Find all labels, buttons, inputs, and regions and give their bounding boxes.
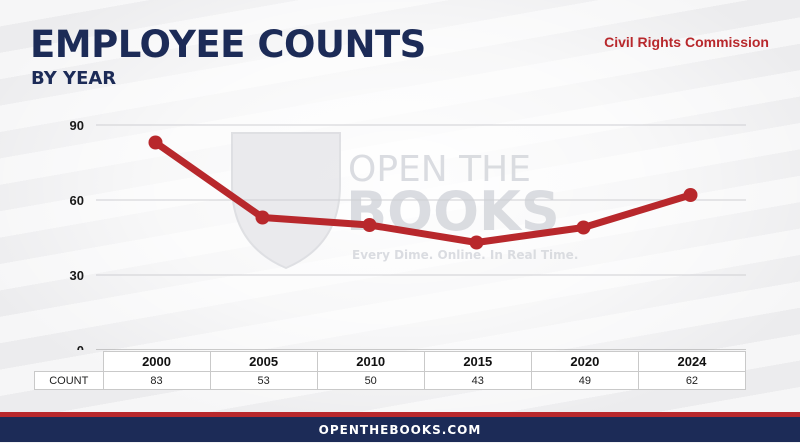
year-cell: 2024 [637, 351, 747, 372]
year-cell: 2015 [423, 351, 532, 372]
page-subtitle: BY YEAR [31, 68, 117, 89]
year-cell: 2005 [209, 351, 318, 372]
series [148, 135, 698, 250]
data-point [469, 235, 484, 250]
series-line [152, 139, 694, 246]
year-cell: 2020 [530, 351, 639, 372]
table-year-row: 2000 2005 2010 2015 2020 2024 [34, 351, 747, 372]
y-tick-label: 90 [70, 118, 84, 133]
count-row-label: COUNT [34, 371, 104, 390]
line-chart: OPEN THE BOOKS Every Dime. Online. In Re… [70, 118, 746, 350]
data-table: 2000 2005 2010 2015 2020 2024 COUNT 83 5… [34, 351, 747, 390]
y-axis: 0 30 60 90 [70, 118, 84, 350]
data-point [576, 220, 591, 235]
year-cell: 2000 [102, 351, 211, 372]
data-point [683, 188, 698, 202]
gridlines [96, 124, 746, 350]
count-cell: 49 [530, 371, 639, 390]
y-tick-label: 60 [70, 193, 84, 208]
y-tick-label: 0 [77, 343, 84, 350]
y-tick-label: 30 [70, 268, 84, 283]
table-corner [34, 351, 104, 372]
count-cell: 62 [637, 371, 747, 390]
footer-accent-bar [0, 412, 800, 417]
count-cell: 53 [209, 371, 318, 390]
count-cell: 50 [316, 371, 425, 390]
data-point [255, 210, 270, 225]
data-point [362, 218, 377, 232]
page-title: EMPLOYEE COUNTS [30, 23, 426, 66]
watermark: OPEN THE BOOKS Every Dime. Online. In Re… [231, 132, 578, 270]
count-cell: 83 [102, 371, 211, 390]
footer-link[interactable]: OPENTHEBOOKS.COM [318, 423, 482, 437]
data-point [148, 135, 163, 150]
watermark-tagline: Every Dime. Online. In Real Time. [352, 248, 578, 262]
count-cell: 43 [423, 371, 532, 390]
footer: OPENTHEBOOKS.COM [0, 417, 800, 442]
watermark-line1: OPEN THE [348, 149, 531, 190]
table-count-row: COUNT 83 53 50 43 49 62 [34, 371, 747, 390]
agency-label: Civil Rights Commission [604, 34, 769, 50]
background [0, 0, 800, 412]
year-cell: 2010 [316, 351, 425, 372]
